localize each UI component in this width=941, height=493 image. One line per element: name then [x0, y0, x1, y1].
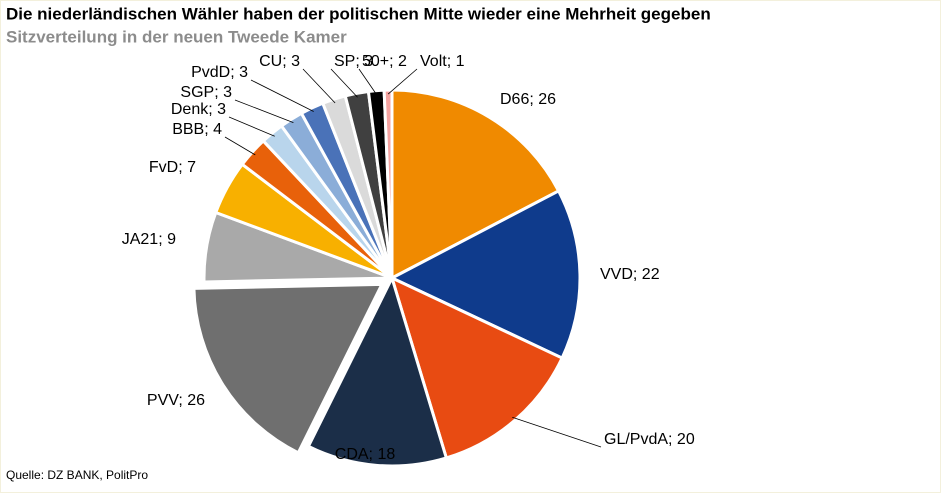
- pie-slice: [390, 88, 561, 281]
- leader-line: [512, 416, 602, 448]
- slice-label: D66; 26: [500, 91, 556, 108]
- source: Quelle: DZ BANK, PolitPro: [6, 468, 148, 482]
- slice-label: FvD; 7: [149, 159, 196, 176]
- chart-subtitle: Sitzverteilung in der neuen Tweede Kamer: [6, 27, 347, 46]
- leader-line: [234, 99, 294, 124]
- slice-label: GL/PvdA; 20: [604, 431, 695, 448]
- slice-label: SGP; 3: [180, 84, 232, 101]
- slice-label: JA21; 9: [122, 231, 176, 248]
- chart-title: Die niederländischen Wähler haben der po…: [6, 4, 711, 23]
- pie-slice: [389, 275, 565, 460]
- slice-label: CU; 3: [259, 53, 300, 70]
- leader-line: [358, 68, 377, 95]
- slice-label: VVD; 22: [600, 266, 660, 283]
- leader-line: [224, 136, 256, 156]
- slice-label: 50+; 2: [362, 53, 407, 70]
- slice-label: Denk; 3: [171, 101, 226, 118]
- slice-label: SP; 3: [334, 53, 373, 70]
- leader-line: [330, 68, 358, 98]
- slice-label: PvdD; 3: [191, 64, 248, 81]
- pie-slice: [382, 88, 394, 279]
- pie-slice: [192, 282, 385, 455]
- leader-line: [228, 116, 275, 137]
- slice-label: Volt; 1: [420, 53, 465, 70]
- slice-label: BBB; 4: [172, 121, 222, 138]
- slice-label: PVV; 26: [147, 392, 205, 409]
- pie-slice: [388, 188, 582, 361]
- leader-line: [250, 79, 314, 112]
- pie-slice: [306, 273, 449, 468]
- leader-line: [387, 68, 418, 95]
- leader-line: [302, 68, 336, 104]
- slice-label: CDA; 18: [335, 446, 396, 463]
